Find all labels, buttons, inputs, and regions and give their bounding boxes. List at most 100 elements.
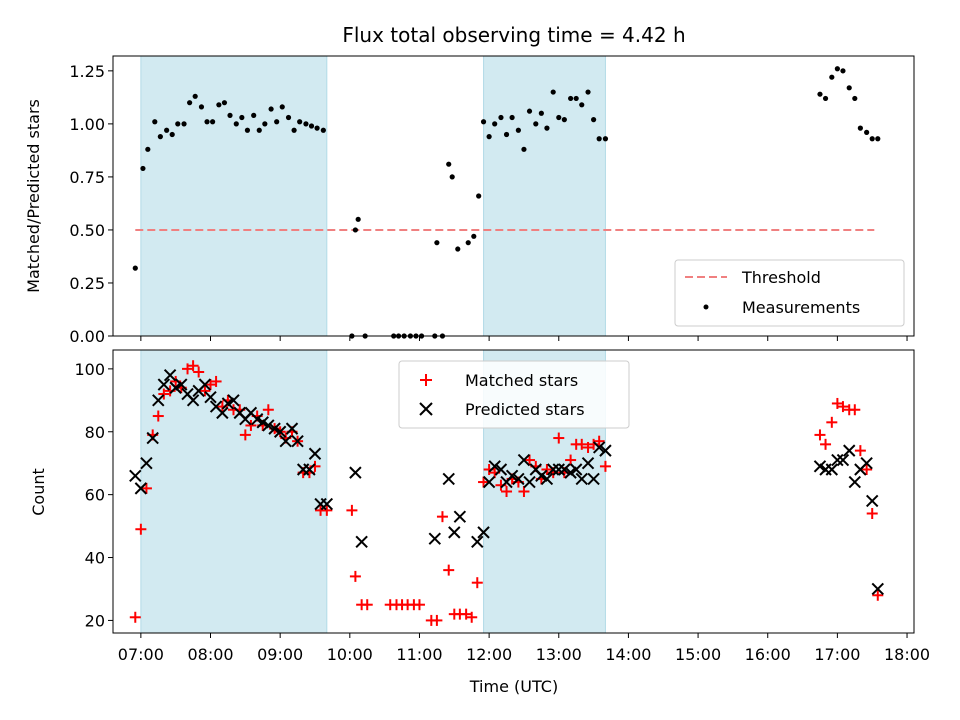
measurement-point <box>465 240 471 246</box>
measurement-point <box>227 112 233 118</box>
measurement-point <box>503 131 510 138</box>
legend-threshold-label: Threshold <box>741 268 821 287</box>
predicted-star-point <box>355 535 368 549</box>
measurement-point <box>239 114 245 121</box>
measurement-point <box>175 121 181 127</box>
predicted-star-point <box>285 422 299 435</box>
measurement-point <box>538 110 544 116</box>
top-shaded-span-1 <box>483 55 606 337</box>
top-y-tick-label: 0.25 <box>69 274 105 293</box>
predicted-star-point <box>428 532 442 545</box>
bottom-predicted-points <box>129 368 884 596</box>
measurement-point <box>579 102 585 108</box>
matched-star-point <box>158 388 170 400</box>
measurement-point <box>486 134 492 140</box>
predicted-star-point <box>860 456 873 470</box>
measurement-point <box>822 95 829 102</box>
measurement-point <box>498 114 504 121</box>
predicted-star-point <box>320 497 334 511</box>
predicted-star-point <box>477 526 490 539</box>
matched-star-point <box>541 463 553 475</box>
measurement-point <box>480 119 487 125</box>
measurement-point <box>526 108 533 114</box>
predicted-star-point <box>512 472 525 486</box>
measurement-point <box>157 134 163 140</box>
measurement-point <box>164 127 170 133</box>
predicted-star-point <box>546 463 560 476</box>
measurement-point <box>244 127 251 133</box>
measurement-point <box>198 104 205 110</box>
x-tick-label: 07:00 <box>118 645 164 664</box>
matched-star-point <box>199 385 211 397</box>
measurement-point <box>568 95 574 102</box>
matched-star-point <box>193 366 205 378</box>
measurement-point <box>449 174 455 180</box>
predicted-star-point <box>843 444 856 457</box>
x-tick-label: 10:00 <box>327 645 373 664</box>
measurement-point <box>591 117 597 123</box>
matched-star-point <box>436 511 448 523</box>
measurement-point <box>817 91 823 97</box>
matched-star-point <box>182 363 194 375</box>
bottom-shaded-span-0 <box>140 349 328 634</box>
measurement-point <box>210 119 216 125</box>
measurement-point <box>320 127 326 133</box>
matched-star-point <box>466 611 478 623</box>
x-tick-label: 15:00 <box>675 645 721 664</box>
measurement-point <box>476 193 482 199</box>
measurement-point <box>596 136 602 142</box>
legend-measurements-swatch <box>703 304 709 310</box>
matched-star-point <box>321 504 333 516</box>
predicted-star-point <box>523 475 536 489</box>
legend-measurements-label: Measurements <box>742 298 860 317</box>
bottom-y-axis-ticks: 20 40 60 80 100 <box>74 360 113 630</box>
x-tick-label: 12:00 <box>466 645 512 664</box>
x-tick-label: 09:00 <box>257 645 303 664</box>
matched-star-point <box>599 460 611 472</box>
predicted-star-point <box>448 526 461 539</box>
predicted-star-point <box>488 460 501 473</box>
bottom-x-axis-ticks: 07:00 08:00 09:00 10:00 11:00 12:00 13:00 14:00… <box>118 633 930 664</box>
x-axis-label: Time (UTC) <box>469 677 558 696</box>
matched-star-point <box>413 599 425 611</box>
bottom-plot-frame <box>112 349 915 634</box>
matched-star-point <box>872 589 884 601</box>
top-panel: 0.00 0.25 0.50 0.75 1.00 1.25 Matched/Predict… <box>24 55 915 346</box>
predicted-star-point <box>540 472 554 486</box>
predicted-star-point <box>558 463 571 476</box>
measurement-point <box>544 125 550 131</box>
measurement-point <box>829 74 835 80</box>
measurement-point <box>314 125 320 131</box>
matched-star-point <box>576 438 588 450</box>
matched-star-point <box>152 410 164 422</box>
measurement-point <box>169 131 175 138</box>
measurement-point <box>509 114 515 121</box>
matched-star-point <box>471 577 483 589</box>
predicted-star-point <box>129 469 142 482</box>
predicted-star-point <box>569 463 583 476</box>
measurement-point <box>308 123 315 129</box>
matched-star-point <box>460 608 472 620</box>
matched-star-point <box>826 416 838 428</box>
predicted-star-point <box>303 463 316 476</box>
matched-star-point <box>831 397 843 409</box>
measurement-point <box>852 95 858 102</box>
measurement-point <box>875 136 881 142</box>
matched-star-point <box>239 429 251 441</box>
measurement-point <box>834 66 840 72</box>
predicted-star-point <box>517 453 531 467</box>
legend-predicted-swatch <box>419 402 433 416</box>
measurement-point <box>556 114 562 121</box>
matched-star-point <box>129 611 141 623</box>
top-y-tick-label: 0.00 <box>69 327 105 346</box>
predicted-star-point <box>592 441 606 454</box>
measurement-point <box>256 127 262 133</box>
measurement-point <box>291 127 297 133</box>
measurement-point <box>187 100 193 106</box>
predicted-star-point <box>146 431 159 445</box>
top-y-tick-label: 1.25 <box>69 62 105 81</box>
predicted-star-point <box>227 394 240 407</box>
top-measurement-points <box>132 66 881 339</box>
predicted-star-point <box>505 469 519 482</box>
predicted-star-point <box>587 472 600 486</box>
